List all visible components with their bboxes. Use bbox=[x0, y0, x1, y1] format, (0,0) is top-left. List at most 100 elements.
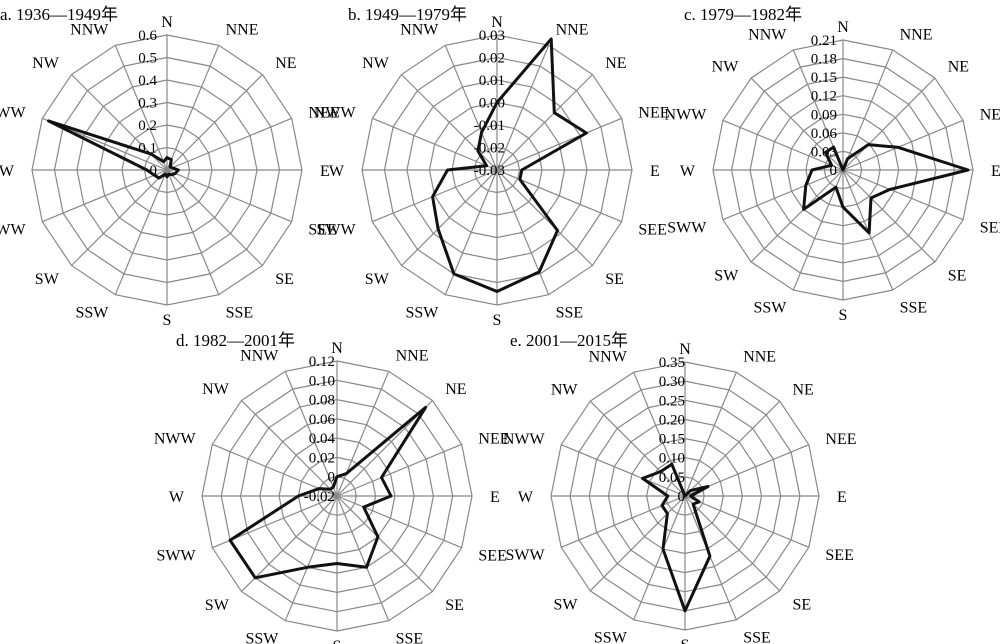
data-point bbox=[424, 406, 427, 409]
direction-label: NEE bbox=[478, 430, 509, 447]
grid-spoke bbox=[560, 444, 686, 497]
grid-spoke bbox=[684, 495, 781, 592]
data-point bbox=[556, 229, 559, 232]
direction-label: SSW bbox=[405, 304, 439, 321]
data-point bbox=[380, 476, 383, 479]
data-point bbox=[585, 131, 588, 135]
data-point bbox=[966, 168, 970, 172]
data-point bbox=[869, 196, 873, 200]
grid-spoke bbox=[684, 400, 781, 497]
tick-label: 0.5 bbox=[138, 51, 157, 67]
direction-label: SSE bbox=[396, 630, 424, 644]
direction-label: NEE bbox=[825, 431, 856, 448]
grid-spoke bbox=[722, 119, 844, 171]
grid-spoke bbox=[336, 495, 433, 592]
grid-spoke bbox=[372, 117, 498, 171]
data-point bbox=[683, 494, 687, 498]
data-point bbox=[345, 472, 348, 475]
direction-label: NNE bbox=[556, 22, 589, 39]
direction-label: W bbox=[680, 163, 696, 180]
grid-spoke bbox=[684, 371, 737, 497]
direction-label: NNE bbox=[396, 348, 429, 365]
grid-spoke bbox=[336, 495, 462, 549]
data-point bbox=[335, 562, 339, 565]
data-point bbox=[841, 168, 845, 172]
direction-label: SE bbox=[793, 597, 812, 614]
direction-label: N bbox=[161, 14, 173, 31]
direction-label: N bbox=[837, 19, 849, 36]
direction-label: SW bbox=[554, 597, 579, 614]
grid-spoke bbox=[633, 495, 686, 621]
direction-label: S bbox=[163, 312, 172, 329]
data-point bbox=[431, 195, 434, 198]
direction-label: SSW bbox=[245, 630, 279, 644]
tick-label: -0.02 bbox=[474, 141, 505, 157]
grid-spoke bbox=[792, 169, 844, 291]
grid-spoke bbox=[444, 45, 498, 171]
direction-label: W bbox=[0, 163, 15, 180]
tick-label: 0.10 bbox=[309, 373, 335, 389]
grid-spoke bbox=[842, 49, 894, 171]
data-point bbox=[329, 488, 332, 491]
grid-spoke bbox=[284, 371, 338, 497]
direction-label: NEE bbox=[980, 106, 1000, 123]
grid-spoke bbox=[241, 495, 338, 592]
direction-label: SEE bbox=[308, 222, 336, 239]
grid-spoke bbox=[842, 169, 936, 263]
direction-label: SW bbox=[35, 271, 60, 288]
data-point bbox=[666, 494, 669, 498]
chart-title-a: a. 1936—1949年 bbox=[0, 5, 119, 24]
data-point bbox=[495, 290, 499, 293]
tick-label: 0.6 bbox=[138, 28, 157, 44]
chart-title-e: e. 2001—2015年 bbox=[510, 331, 629, 350]
tick-label: 0.20 bbox=[659, 412, 685, 428]
data-point bbox=[452, 272, 456, 276]
data-point bbox=[436, 227, 440, 231]
direction-label: W bbox=[518, 489, 534, 506]
direction-label: NW bbox=[202, 381, 230, 398]
tick-label: 0.06 bbox=[309, 412, 336, 428]
data-point bbox=[332, 485, 335, 489]
data-point bbox=[708, 554, 712, 558]
grid-spoke bbox=[496, 169, 550, 295]
data-point bbox=[802, 208, 805, 211]
grid-spoke bbox=[166, 74, 263, 171]
direction-label: NWW bbox=[0, 104, 26, 121]
grid-spoke bbox=[589, 400, 686, 497]
grid-spoke bbox=[166, 117, 292, 171]
data-point bbox=[145, 168, 148, 172]
data-point bbox=[691, 502, 695, 506]
grid-spoke bbox=[589, 495, 686, 592]
direction-label: NE bbox=[793, 382, 814, 399]
data-point bbox=[476, 149, 480, 153]
grid-spoke bbox=[560, 495, 686, 548]
chart-panel-c: c. 1979—1982年 0 0.03 0.06 0.09 0.12 0.15 0.18 0… bbox=[665, 0, 1000, 324]
data-point bbox=[830, 164, 833, 167]
data-point bbox=[177, 168, 180, 172]
direction-label: NEE bbox=[308, 104, 339, 121]
data-point bbox=[689, 494, 692, 498]
tick-label: 0.25 bbox=[659, 393, 685, 409]
grid-spoke bbox=[336, 495, 390, 621]
direction-label: S bbox=[681, 637, 690, 644]
data-point bbox=[697, 500, 701, 504]
data-point bbox=[153, 174, 156, 177]
data-point bbox=[174, 172, 177, 175]
tick-label: 0.01 bbox=[479, 73, 505, 89]
direction-label: SSE bbox=[743, 629, 771, 644]
tick-label: 0.35 bbox=[659, 355, 685, 371]
data-point bbox=[169, 165, 172, 168]
tick-label: 0.15 bbox=[659, 432, 685, 448]
tick-label: 0.06 bbox=[811, 126, 838, 142]
direction-label: SWW bbox=[156, 548, 196, 565]
direction-label: E bbox=[320, 163, 330, 180]
tick-label: 0.12 bbox=[309, 354, 335, 370]
grid-spoke bbox=[496, 117, 622, 171]
direction-label: NWW bbox=[503, 431, 546, 448]
data-point bbox=[306, 566, 309, 569]
grid-spoke bbox=[722, 169, 844, 221]
grid-spoke bbox=[750, 169, 844, 263]
data-point bbox=[480, 131, 483, 134]
data-point bbox=[550, 37, 553, 41]
direction-label: NE bbox=[605, 55, 626, 72]
